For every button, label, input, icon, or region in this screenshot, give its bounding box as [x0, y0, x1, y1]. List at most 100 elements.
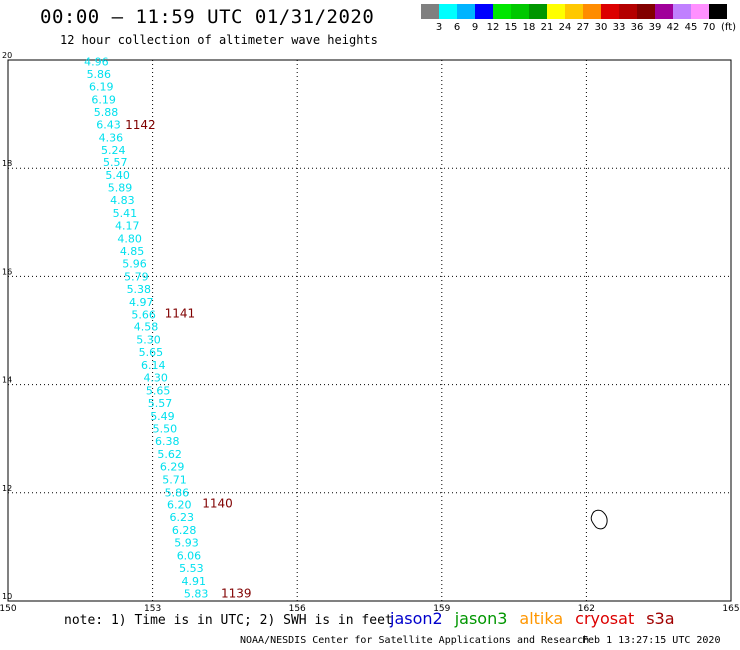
color-swatch: [439, 4, 457, 19]
y-tick-label: 10: [2, 592, 12, 601]
y-tick-label: 16: [2, 267, 12, 276]
swh-value: 4.91: [182, 575, 207, 588]
swh-value: 5.24: [101, 144, 126, 157]
color-scale-label: 70: [703, 22, 716, 33]
cycle-label: 1139: [221, 586, 252, 600]
cycle-label: 1141: [165, 307, 196, 321]
color-scale-label: 18: [523, 22, 536, 33]
swh-value: 5.86: [87, 68, 112, 81]
swh-value: 6.14: [141, 359, 166, 372]
swh-value: 6.43: [96, 118, 121, 131]
color-swatch: [637, 4, 655, 19]
color-scale-label: 30: [595, 22, 608, 33]
color-scale-label: 3: [436, 22, 442, 33]
color-scale-label: 9: [472, 22, 478, 33]
swh-value: 4.58: [134, 321, 159, 334]
map-border: [7, 59, 732, 602]
satellite-s3a: s3a: [646, 609, 675, 628]
cycle-labels: 1142 1141 1140 1139: [125, 118, 251, 601]
x-tick-label: 165: [722, 604, 739, 614]
color-swatch: [673, 4, 691, 19]
map-frame: [7, 59, 732, 602]
x-tick-label: 162: [578, 604, 595, 614]
satellite-altika: altika: [519, 609, 564, 628]
page-title: 00:00 – 11:59 UTC 01/31/2020: [40, 6, 375, 28]
swh-value: 5.89: [108, 182, 133, 195]
color-swatch: [475, 4, 493, 19]
credit-line: NOAA/NESDIS Center for Satellite Applica…: [240, 635, 590, 646]
swh-value: 6.23: [169, 511, 194, 524]
swh-value: 5.50: [153, 422, 178, 435]
x-tick-label: 150: [0, 604, 17, 614]
color-scale-label: 45: [685, 22, 698, 33]
page-subtitle: 12 hour collection of altimeter wave hei…: [60, 33, 378, 47]
swh-value: 5.65: [146, 385, 171, 398]
color-swatch: [565, 4, 583, 19]
swh-value: 6.28: [172, 524, 197, 537]
x-tick-label: 159: [433, 604, 450, 614]
swh-value: 5.49: [150, 410, 175, 423]
footnote: note: 1) Time is in UTC; 2) SWH is in fe…: [64, 613, 393, 628]
swh-value: 4.85: [120, 245, 145, 258]
swh-value: 6.06: [177, 550, 202, 563]
color-scale-label: 15: [505, 22, 518, 33]
y-tick-label: 20: [2, 51, 12, 60]
swh-value: 5.57: [148, 397, 173, 410]
satellite-legend: jason2 jason3 altika cryosat s3a: [390, 609, 675, 628]
color-scale-label: 24: [559, 22, 572, 33]
swh-value: 5.57: [103, 156, 128, 169]
color-scale-label: 21: [541, 22, 554, 33]
y-tick-label: 12: [2, 484, 12, 493]
swh-value: 4.17: [115, 220, 140, 233]
island-outline: [590, 509, 608, 530]
color-swatch: [421, 4, 439, 19]
color-scale-label: 27: [577, 22, 590, 33]
swh-value: 5.62: [157, 448, 182, 461]
color-scale-label: 42: [667, 22, 680, 33]
swh-value: 4.97: [129, 296, 154, 309]
swh-value: 5.65: [139, 346, 164, 359]
y-tick-label: 14: [2, 376, 12, 385]
color-swatch: [655, 4, 673, 19]
swh-value: 5.96: [122, 257, 147, 270]
color-swatch: [547, 4, 565, 19]
color-swatch: [709, 4, 727, 19]
x-tick-label: 156: [289, 604, 306, 614]
satellite-jason3: jason3: [454, 609, 508, 628]
satellite-jason2: jason2: [390, 609, 443, 628]
swh-value: 6.29: [160, 460, 185, 473]
color-swatch: [529, 4, 547, 19]
swh-value: 5.66: [131, 308, 156, 321]
color-scale-label: 36: [631, 22, 644, 33]
swh-value: 5.38: [127, 283, 151, 296]
swh-value: 6.20: [167, 499, 192, 512]
swh-value: 5.88: [94, 106, 119, 119]
swh-value: 5.40: [105, 169, 130, 182]
axis-ticks: 150 153 156 159 162 165 20 18 16 14 12 10: [0, 51, 740, 614]
color-swatch: [691, 4, 709, 19]
color-scale-unit: (ft): [721, 22, 736, 33]
y-tick-label: 18: [2, 159, 12, 168]
swh-value: 4.96: [84, 56, 109, 69]
swh-value: 6.19: [91, 93, 116, 106]
color-scale-label: 39: [649, 22, 662, 33]
swh-value: 5.30: [136, 334, 161, 347]
cycle-label: 1140: [202, 497, 233, 511]
swh-value: 5.86: [165, 486, 190, 499]
color-swatch: [457, 4, 475, 19]
cycle-label: 1142: [125, 118, 156, 132]
swh-value: 5.41: [113, 207, 137, 220]
generated-timestamp: Feb 1 13:27:15 UTC 2020: [582, 635, 721, 646]
swh-value: 5.71: [162, 473, 187, 486]
swh-value: 5.79: [124, 270, 149, 283]
swh-value: 5.93: [174, 537, 199, 550]
swh-value: 5.83: [184, 587, 209, 600]
swh-value: 4.83: [110, 194, 134, 207]
swh-value: 5.53: [179, 562, 204, 575]
color-scale-label: 6: [454, 22, 460, 33]
color-swatch: [493, 4, 511, 19]
swh-value: 6.38: [155, 435, 180, 448]
x-tick-label: 153: [144, 604, 161, 614]
swh-value: 4.36: [99, 131, 124, 144]
